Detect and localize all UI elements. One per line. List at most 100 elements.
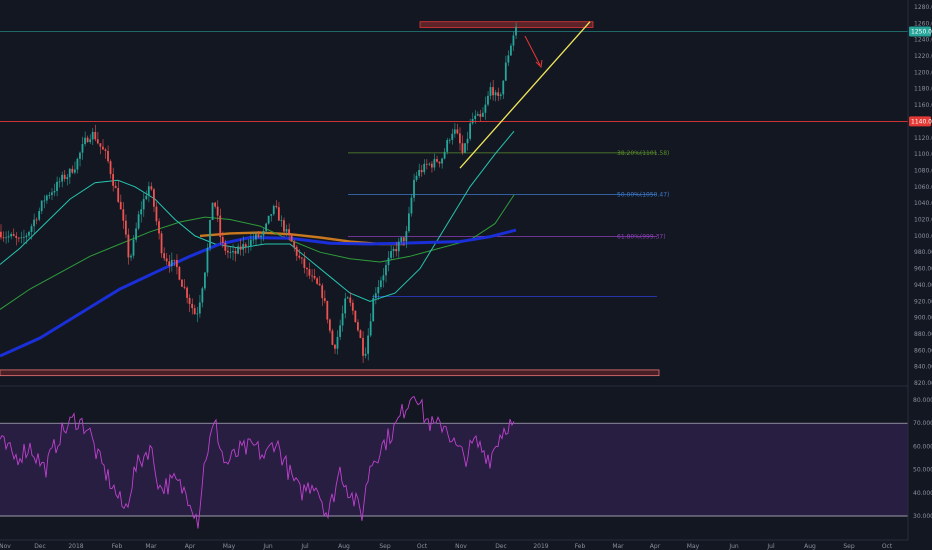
x-tick-label: Sep bbox=[843, 543, 855, 550]
candle-body bbox=[510, 45, 512, 56]
candle-body bbox=[168, 261, 171, 266]
candle-body bbox=[178, 267, 181, 280]
candle-body bbox=[428, 163, 431, 165]
candle-body bbox=[181, 279, 183, 287]
candle-body bbox=[122, 209, 125, 221]
candle-body bbox=[502, 80, 505, 95]
resistance-price-tag bbox=[909, 116, 931, 127]
x-tick-label: Jun bbox=[728, 543, 739, 550]
candle-body bbox=[469, 123, 471, 139]
candle-body bbox=[81, 144, 84, 153]
candle-body bbox=[260, 235, 262, 238]
candle-body bbox=[237, 246, 239, 254]
candle-body bbox=[448, 139, 451, 141]
candle-body bbox=[86, 137, 89, 143]
candle-body bbox=[290, 234, 293, 242]
current-price-value: 1250.00 bbox=[911, 29, 932, 36]
candle-body bbox=[408, 213, 410, 232]
candle-body bbox=[107, 150, 109, 162]
candle-body bbox=[479, 114, 482, 117]
candle-body bbox=[234, 251, 237, 254]
rsi-tick-label: 30.0000 bbox=[913, 513, 932, 520]
candle-body bbox=[191, 303, 194, 309]
candle-body bbox=[300, 257, 303, 259]
candle-body bbox=[35, 219, 38, 221]
ma-mid-line bbox=[0, 194, 515, 310]
fib-level-label: 50.00%(1050.47) bbox=[617, 192, 669, 199]
candle-body bbox=[321, 285, 324, 299]
candle-body bbox=[89, 139, 92, 143]
candle-body bbox=[303, 258, 306, 268]
candle-body bbox=[102, 146, 104, 150]
candle-body bbox=[40, 200, 43, 212]
x-tick-label: Apr bbox=[650, 543, 661, 550]
candle-body bbox=[515, 26, 517, 36]
candle-body bbox=[68, 168, 71, 178]
candle-body bbox=[313, 275, 316, 279]
time-axis[interactable]: Nov Dec 2018 Feb Mar Apr May Jun Jul Aug Sep Oct Nov… bbox=[0, 543, 893, 550]
moving-averages bbox=[0, 130, 517, 358]
candle-body bbox=[43, 200, 46, 202]
candle-body bbox=[99, 143, 102, 147]
candle-body bbox=[188, 297, 191, 304]
x-tick-label: Aug bbox=[338, 543, 350, 550]
candle-body bbox=[494, 92, 497, 96]
candle-body bbox=[229, 252, 232, 254]
candle-body bbox=[476, 114, 479, 116]
candle-body bbox=[443, 151, 446, 159]
y-tick-label: 960.00 bbox=[914, 266, 932, 273]
price-axis[interactable]: 1280.00 1260.00 1240.00 1220.00 1200.00 1180.… bbox=[909, 4, 932, 387]
candle-body bbox=[252, 239, 255, 241]
candle-body bbox=[288, 229, 290, 235]
candle-body bbox=[267, 215, 270, 224]
candle-body bbox=[63, 174, 66, 179]
y-tick-label: 1220.00 bbox=[914, 53, 932, 60]
candle-body bbox=[5, 237, 7, 239]
candle-body bbox=[114, 185, 117, 189]
candle-body bbox=[135, 228, 137, 240]
candle-body bbox=[56, 181, 58, 192]
y-tick-label: 920.00 bbox=[914, 298, 932, 305]
candle-body bbox=[58, 181, 61, 183]
rsi-tick-label: 50.0000 bbox=[913, 467, 932, 474]
rsi-panel bbox=[0, 395, 908, 529]
candle-body bbox=[499, 94, 502, 97]
candle-body bbox=[283, 220, 285, 232]
candle-body bbox=[94, 131, 97, 140]
annotations bbox=[0, 21, 908, 169]
y-tick-label: 900.00 bbox=[914, 315, 932, 322]
candle-body bbox=[265, 223, 267, 231]
candle-body bbox=[423, 163, 426, 173]
candle-body bbox=[158, 221, 160, 234]
candle-body bbox=[277, 207, 280, 221]
rsi-axis[interactable]: 80.0000 70.0000 60.0000 50.0000 40.0000 30.00… bbox=[913, 397, 932, 520]
candle-body bbox=[308, 269, 311, 276]
y-tick-label: 1000.00 bbox=[914, 233, 932, 240]
candle-body bbox=[323, 298, 326, 301]
candle-body bbox=[410, 197, 413, 214]
candle-body bbox=[142, 199, 145, 210]
candle-body bbox=[112, 174, 114, 186]
candle-body bbox=[211, 202, 214, 221]
candle-body bbox=[364, 353, 367, 356]
candle-body bbox=[137, 214, 140, 229]
x-tick-label: Oct bbox=[417, 543, 428, 550]
candle-body bbox=[377, 286, 380, 294]
candle-body bbox=[53, 191, 56, 193]
candles bbox=[0, 22, 517, 363]
candle-body bbox=[183, 286, 186, 288]
candle-body bbox=[474, 115, 477, 119]
y-tick-label: 820.00 bbox=[914, 380, 932, 387]
candle-body bbox=[71, 168, 74, 173]
candle-body bbox=[20, 237, 23, 239]
candle-body bbox=[390, 251, 392, 258]
candle-body bbox=[38, 211, 41, 220]
x-tick-label: Jul bbox=[300, 543, 309, 550]
candle-body bbox=[0, 231, 2, 238]
candle-body bbox=[316, 278, 318, 284]
y-tick-label: 1120.00 bbox=[914, 135, 932, 142]
rsi-tick-label: 40.0000 bbox=[913, 490, 932, 497]
y-tick-label: 1060.00 bbox=[914, 184, 932, 191]
candle-body bbox=[456, 129, 459, 134]
